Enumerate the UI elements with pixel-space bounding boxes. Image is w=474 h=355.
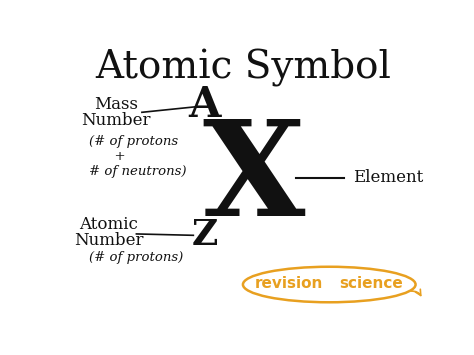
Text: Mass: Mass [94, 95, 138, 113]
Text: (# of protons): (# of protons) [89, 251, 183, 264]
Text: Number: Number [82, 112, 151, 129]
Text: (# of protons: (# of protons [89, 135, 178, 148]
Text: Element: Element [353, 169, 423, 186]
Text: revision: revision [255, 275, 323, 291]
Text: Number: Number [74, 232, 144, 249]
Text: Atomic Symbol: Atomic Symbol [95, 49, 391, 87]
Text: science: science [340, 275, 403, 291]
Text: A: A [188, 84, 220, 126]
Text: Z: Z [191, 218, 218, 252]
Text: +: + [89, 149, 125, 163]
Text: # of neutrons): # of neutrons) [89, 165, 186, 178]
Text: X: X [203, 115, 305, 244]
Text: Atomic: Atomic [80, 216, 138, 233]
